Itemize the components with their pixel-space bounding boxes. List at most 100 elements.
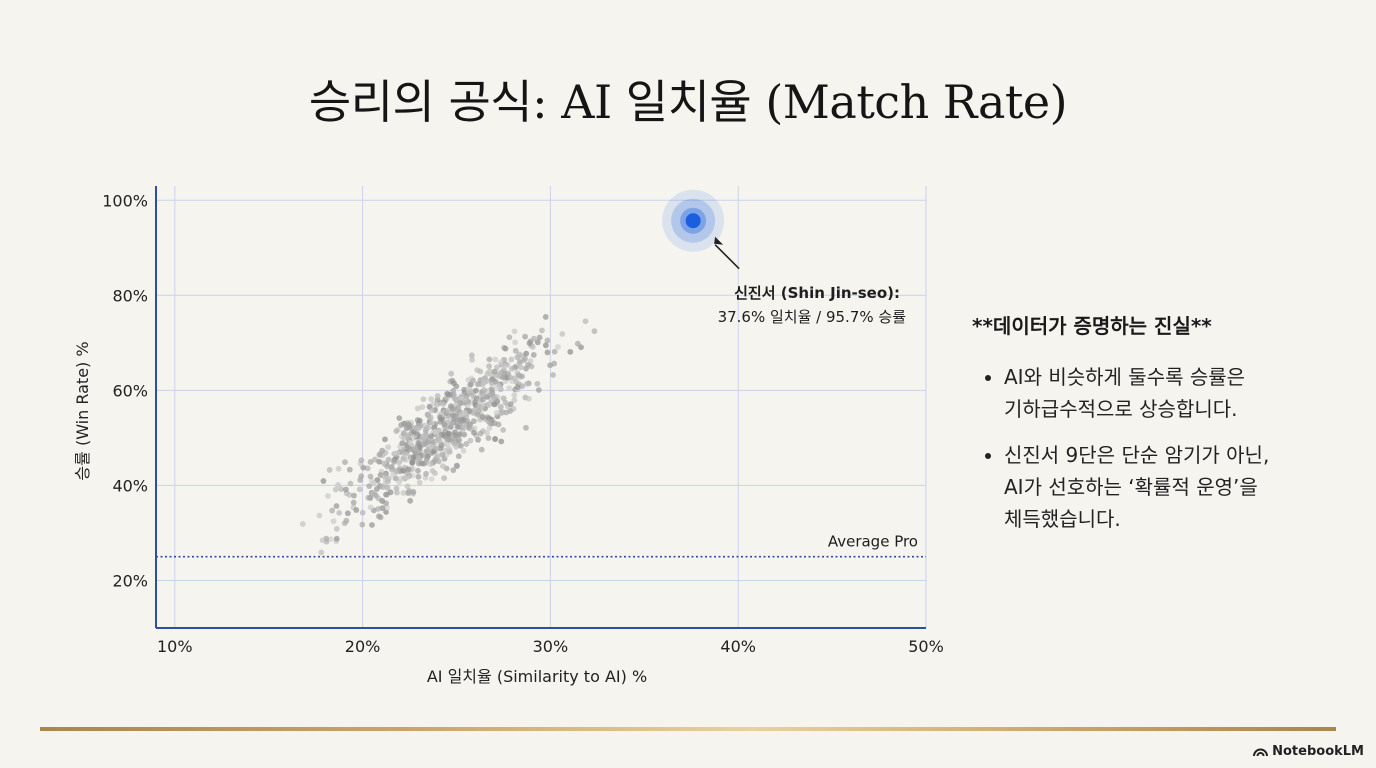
data-point	[502, 399, 509, 406]
data-point	[335, 481, 341, 488]
data-point	[320, 478, 327, 484]
data-point	[514, 384, 521, 390]
data-point	[467, 437, 474, 444]
highlight-arrowhead	[714, 236, 724, 245]
data-point	[497, 359, 504, 366]
chart-axes	[155, 186, 926, 629]
data-point	[466, 407, 473, 414]
data-point	[441, 421, 448, 428]
data-point	[477, 368, 484, 375]
data-point	[449, 420, 456, 427]
x-tick-label: 20%	[345, 637, 381, 656]
data-point	[475, 436, 481, 443]
data-point	[529, 344, 536, 350]
data-point	[367, 459, 374, 465]
data-point	[511, 397, 518, 404]
data-point	[470, 377, 476, 384]
highlight-arrow-line	[714, 244, 740, 270]
data-point	[406, 488, 413, 494]
data-point	[391, 459, 397, 465]
data-point	[400, 449, 406, 455]
data-point	[396, 459, 403, 466]
data-point	[420, 396, 427, 403]
data-point	[451, 440, 458, 447]
data-point	[353, 507, 360, 513]
data-point	[526, 395, 532, 402]
data-point	[555, 343, 561, 350]
data-point	[409, 460, 416, 466]
x-axis-label: AI 일치율 (Similarity to AI) %	[427, 667, 647, 686]
data-point	[400, 467, 407, 474]
data-point	[333, 526, 340, 532]
data-point	[346, 466, 353, 473]
data-point	[492, 356, 499, 363]
data-point	[534, 339, 541, 346]
data-point	[431, 428, 438, 435]
data-point	[522, 333, 528, 340]
data-point	[385, 475, 392, 482]
data-point	[582, 318, 589, 325]
data-point	[474, 381, 481, 388]
y-tick-label: 60%	[112, 381, 148, 400]
y-tick-label: 20%	[112, 571, 148, 590]
data-point	[316, 512, 323, 519]
data-point	[531, 335, 537, 342]
data-point	[496, 382, 503, 389]
data-point	[450, 406, 456, 413]
y-tick-label: 40%	[112, 476, 148, 495]
data-point	[511, 375, 518, 382]
data-point	[471, 429, 477, 436]
data-point	[380, 484, 387, 490]
data-point	[448, 370, 455, 377]
data-point	[434, 397, 441, 403]
data-point	[455, 423, 461, 430]
data-point	[335, 465, 342, 472]
data-point	[498, 408, 504, 415]
data-point	[473, 387, 479, 394]
data-point	[398, 422, 405, 428]
data-point	[485, 402, 492, 409]
insight-bullet: 신진서 9단은 단순 암기가 아닌, AI가 선호하는 ‘확률적 운영’을 체득…	[1004, 439, 1352, 535]
data-point	[431, 424, 438, 431]
data-point	[382, 436, 388, 443]
data-point	[486, 356, 493, 363]
insight-bullet: AI와 비슷하게 둘수록 승률은 기하급수적으로 상승합니다.	[1004, 361, 1352, 425]
data-point	[495, 421, 502, 428]
data-point	[379, 498, 386, 504]
data-point	[445, 430, 452, 437]
data-point	[351, 492, 357, 499]
data-point	[400, 475, 407, 481]
data-point	[342, 459, 348, 466]
data-point	[485, 435, 492, 441]
data-point	[487, 392, 494, 399]
data-point	[507, 374, 514, 381]
data-point	[523, 350, 530, 357]
data-point	[488, 386, 495, 393]
data-point	[336, 509, 343, 516]
data-point	[410, 454, 417, 461]
data-point	[338, 486, 345, 492]
data-point	[366, 483, 373, 489]
data-point	[329, 507, 336, 514]
data-point	[578, 344, 584, 351]
data-point	[325, 493, 331, 499]
data-point	[498, 438, 505, 445]
data-point	[414, 405, 421, 412]
reference-line-label: Average Pro	[828, 533, 918, 551]
data-point	[419, 404, 426, 411]
data-point	[478, 446, 485, 453]
data-point	[319, 537, 326, 544]
data-point	[469, 392, 476, 399]
data-point	[356, 486, 363, 493]
data-point	[491, 368, 498, 375]
data-point	[358, 457, 365, 464]
data-point	[385, 444, 392, 451]
data-point	[512, 347, 519, 354]
data-point	[436, 437, 443, 444]
data-point	[512, 339, 518, 346]
data-point	[486, 425, 493, 431]
data-point	[372, 456, 378, 463]
highlight-label-name: 신진서 (Shin Jin-seo):	[734, 284, 900, 302]
data-point	[481, 387, 488, 394]
data-point	[455, 405, 462, 411]
